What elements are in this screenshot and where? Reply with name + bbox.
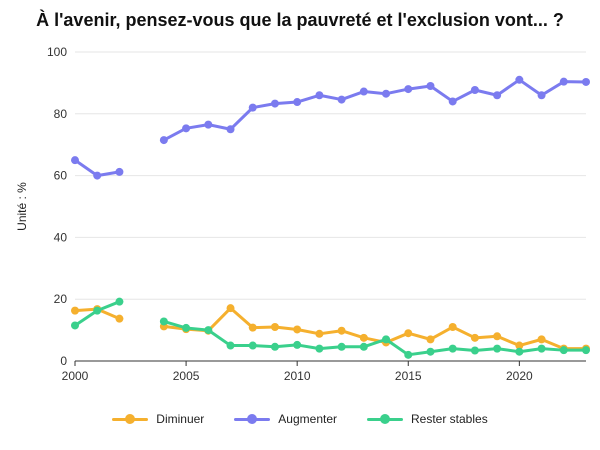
data-point xyxy=(315,344,324,353)
data-point xyxy=(248,103,257,112)
data-point xyxy=(115,314,124,323)
data-point xyxy=(248,341,257,350)
data-point xyxy=(115,297,124,306)
y-tick-label: 100 xyxy=(47,45,67,59)
data-point xyxy=(315,91,324,100)
legend-item[interactable]: Augmenter xyxy=(234,412,337,426)
data-point xyxy=(71,306,79,315)
data-point xyxy=(93,306,102,315)
data-point xyxy=(115,167,124,176)
data-point xyxy=(204,120,213,129)
x-axis-ticks: 2000 2005 2010 2015 2020 xyxy=(62,361,533,383)
legend-label: Diminuer xyxy=(156,412,205,426)
data-point xyxy=(93,171,102,180)
y-tick-label: 0 xyxy=(60,354,67,368)
data-point xyxy=(537,344,546,353)
data-point xyxy=(470,346,479,355)
data-point xyxy=(404,85,413,94)
x-tick-label: 2005 xyxy=(173,369,200,383)
x-tick-label: 2000 xyxy=(62,369,89,383)
data-point xyxy=(71,321,79,330)
data-point xyxy=(293,340,302,349)
data-point xyxy=(359,87,368,96)
data-point xyxy=(470,86,479,95)
data-point xyxy=(559,346,568,355)
legend-swatch-icon xyxy=(234,413,271,425)
data-point xyxy=(559,77,568,86)
series-augmenter xyxy=(71,75,590,180)
x-tick-label: 2010 xyxy=(284,369,311,383)
data-point xyxy=(270,99,279,108)
data-point xyxy=(270,323,279,332)
data-point xyxy=(248,323,257,332)
legend-item[interactable]: Diminuer xyxy=(112,412,204,426)
data-point xyxy=(382,89,391,98)
data-point xyxy=(270,342,279,351)
data-point xyxy=(537,91,546,100)
data-point xyxy=(71,156,79,165)
series-group xyxy=(71,75,590,359)
data-point xyxy=(226,341,235,350)
legend-label: Rester stables xyxy=(411,412,488,426)
data-point xyxy=(515,347,524,356)
data-point xyxy=(182,124,191,133)
data-point xyxy=(382,335,391,344)
data-point xyxy=(448,344,457,353)
y-tick-label: 60 xyxy=(54,169,68,183)
data-point xyxy=(359,342,368,351)
data-point xyxy=(359,333,368,342)
data-point xyxy=(493,91,502,100)
x-tick-label: 2015 xyxy=(395,369,422,383)
y-tick-label: 80 xyxy=(54,107,68,121)
data-point xyxy=(426,347,435,356)
data-point xyxy=(159,136,168,145)
data-point xyxy=(582,346,590,355)
series-diminuer xyxy=(71,304,590,353)
data-point xyxy=(315,329,324,338)
data-point xyxy=(159,317,168,326)
grid-lines xyxy=(75,51,586,300)
data-point xyxy=(404,329,413,338)
y-axis-label: Unité : % xyxy=(15,182,29,231)
data-point xyxy=(293,325,302,334)
data-point xyxy=(582,77,590,86)
data-point xyxy=(448,323,457,332)
legend: Diminuer Augmenter Rester stables xyxy=(0,412,600,426)
data-point xyxy=(537,335,546,344)
data-point xyxy=(404,350,413,359)
y-axis-ticks: 0 20 40 60 80 100 xyxy=(47,45,67,368)
data-point xyxy=(204,326,213,335)
series-rester-stables xyxy=(71,297,590,359)
legend-label: Augmenter xyxy=(278,412,337,426)
y-tick-label: 20 xyxy=(54,292,68,306)
data-point xyxy=(226,125,235,134)
data-point xyxy=(426,335,435,344)
series-line xyxy=(162,306,588,351)
legend-item[interactable]: Rester stables xyxy=(367,412,488,426)
data-point xyxy=(337,342,346,351)
legend-swatch-icon xyxy=(367,413,403,425)
data-point xyxy=(226,304,235,313)
data-point xyxy=(426,81,435,90)
data-point xyxy=(493,332,502,341)
series-line xyxy=(162,78,588,142)
data-point xyxy=(293,98,302,107)
chart-title: À l'avenir, pensez-vous que la pauvreté … xyxy=(36,10,564,30)
data-point xyxy=(448,97,457,106)
y-tick-label: 40 xyxy=(54,230,68,244)
legend-swatch-icon xyxy=(112,413,149,425)
data-point xyxy=(337,95,346,104)
x-tick-label: 2020 xyxy=(506,369,533,383)
data-point xyxy=(470,333,479,342)
data-point xyxy=(515,341,524,350)
data-point xyxy=(515,75,524,84)
data-point xyxy=(337,326,346,335)
data-point xyxy=(182,323,191,332)
data-point xyxy=(493,344,502,353)
